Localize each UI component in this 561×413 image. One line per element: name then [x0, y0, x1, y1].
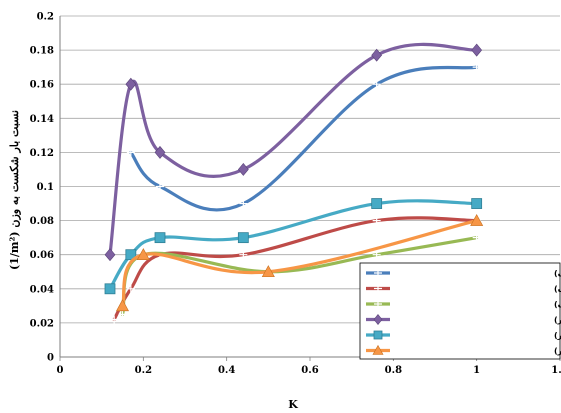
- x-tick-label: 0.6: [301, 365, 318, 376]
- y-tick-label: 0.12: [30, 148, 54, 159]
- data-point-marker: [374, 300, 382, 308]
- data-point-marker: [372, 344, 384, 355]
- series-line: [129, 65, 479, 212]
- legend: دهانه ۱۲ m (معیار شکست ویلام - وارنک) دها…: [359, 262, 561, 360]
- data-point-marker: [237, 162, 249, 176]
- data-point-marker: [470, 213, 484, 226]
- data-point-marker: [372, 216, 381, 225]
- y-tick-label: 0.06: [30, 250, 54, 261]
- data-point-marker: [110, 315, 119, 324]
- series-5: [104, 198, 483, 295]
- data-point-marker: [371, 48, 383, 62]
- data-point-marker: [104, 248, 116, 262]
- data-point-marker: [373, 314, 383, 325]
- y-tick-label: 0.08: [30, 216, 54, 227]
- series-line: [120, 219, 479, 308]
- legend-label: دهانه ۱۲ m (معیار شکست ویلام - وارنک): [554, 269, 561, 278]
- series-4: [104, 42, 483, 262]
- data-point-marker: [471, 43, 483, 57]
- data-point-marker: [154, 232, 166, 244]
- x-axis-title: K: [288, 398, 298, 411]
- data-point-marker: [372, 80, 381, 89]
- data-point-marker: [126, 148, 135, 157]
- data-point-marker: [374, 284, 382, 293]
- y-axis-title: (1/m²) نسبت بار شکست به وزن: [8, 110, 21, 270]
- legend-swatch: [366, 300, 390, 308]
- data-point-marker: [239, 199, 248, 208]
- data-point-marker: [471, 198, 483, 209]
- y-tick-label: 0.18: [30, 46, 54, 57]
- data-point-marker: [125, 249, 137, 261]
- legend-swatch: [366, 314, 390, 325]
- data-point-marker: [104, 283, 116, 295]
- x-tick-labels: 0 0.2 0.4 0.6 0.8 1 1.2: [57, 365, 561, 376]
- legend-swatch: [366, 344, 390, 355]
- y-tick-label: 0: [47, 353, 54, 364]
- y-tick-labels: 0 0.02 0.04 0.06 0.08 0.1 0.12 0.14 0.16 0.18 0.2: [30, 12, 54, 364]
- legend-label: دهانه ۱۸ m (معیار شکست ویلام - وارنک): [554, 300, 561, 309]
- x-tick-label: 0.4: [218, 365, 235, 376]
- data-point-marker: [118, 310, 127, 319]
- data-point-marker: [136, 248, 150, 260]
- data-point-marker: [156, 182, 164, 191]
- legend-swatch: [366, 330, 390, 340]
- y-tick-label: 0.02: [30, 318, 54, 329]
- legend-label: دهانه ۱۵ m (تئوری تنش اصلی حداکثر): [554, 331, 561, 341]
- series-layer: [104, 42, 484, 324]
- data-point-marker: [373, 330, 383, 340]
- data-point-marker: [374, 269, 382, 277]
- legend-label: دهانه ۱۸ m (تئوری تنش اصلی حداکثر): [554, 347, 561, 357]
- x-tick-label: 0.8: [385, 365, 402, 376]
- data-point-marker: [372, 250, 381, 259]
- legend-swatch: [366, 284, 390, 293]
- data-point-marker: [115, 299, 130, 312]
- y-tick-label: 0.1: [37, 182, 54, 193]
- x-tick-label: 1: [473, 365, 480, 376]
- legend-swatch: [366, 269, 390, 277]
- data-point-marker: [472, 63, 481, 72]
- y-tick-label: 0.04: [30, 284, 54, 295]
- legend-label: دهانه ۱۲ m (تئوری تنش اصلی حداکثر): [554, 316, 561, 326]
- data-point-marker: [237, 232, 249, 244]
- series-1: [126, 63, 481, 212]
- legend-label: دهانه ۱۵ m (معیار شکست ویلام - وارنک): [554, 285, 561, 294]
- series-line: [108, 42, 479, 257]
- data-point-marker: [125, 77, 137, 91]
- x-tick-label: 0.2: [135, 365, 152, 376]
- data-point-marker: [472, 233, 481, 242]
- data-point-marker: [154, 145, 166, 159]
- x-tick-label: 0: [57, 365, 64, 376]
- data-point-marker: [371, 198, 383, 209]
- data-point-marker: [261, 265, 275, 278]
- data-point-marker: [239, 250, 248, 259]
- data-point-marker: [126, 284, 135, 293]
- x-tick-label: 1.2: [551, 365, 561, 376]
- y-tick-label: 0.16: [30, 80, 54, 91]
- legend-box: [359, 262, 561, 360]
- y-tick-label: 0.14: [30, 114, 54, 125]
- y-tick-label: 0.2: [37, 12, 54, 23]
- series-6: [115, 213, 484, 312]
